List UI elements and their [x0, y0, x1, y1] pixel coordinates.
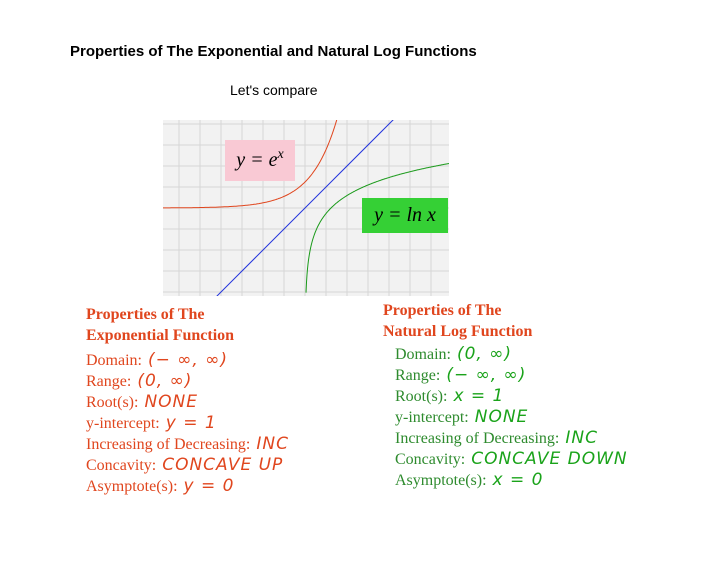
handwritten-answer: INC	[565, 428, 598, 448]
property-label: y-intercept:	[395, 409, 469, 426]
title: Properties of The Exponential and Natura…	[70, 43, 477, 60]
property-label: Domain:	[86, 352, 142, 369]
subtitle: Let's compare	[230, 82, 318, 98]
handwritten-answer: NONE	[144, 392, 198, 412]
heading: Exponential Function	[86, 327, 235, 344]
property-label: Increasing of Decreasing:	[395, 430, 560, 447]
handwritten-answer: (− ∞, ∞)	[446, 365, 527, 385]
handwritten-answer: x = 1	[453, 386, 505, 406]
handwritten-answer: (0, ∞)	[137, 371, 193, 391]
heading: Properties of The	[383, 302, 502, 319]
property-label: Increasing of Decreasing:	[86, 436, 251, 453]
property-label: Range:	[395, 367, 441, 384]
exp-exponent: x	[277, 146, 284, 162]
identity-line	[216, 120, 394, 296]
property-label: y-intercept:	[86, 415, 160, 432]
heading: Properties of The	[86, 306, 205, 323]
property-label: Root(s):	[395, 388, 448, 405]
handwritten-answer: (0, ∞)	[456, 344, 513, 364]
handwritten-answer: CONCAVE DOWN	[471, 449, 628, 469]
ln-label: y = ln x	[362, 198, 448, 233]
handwritten-answer: (− ∞, ∞)	[147, 350, 229, 370]
handwritten-answer: INC	[256, 434, 289, 454]
property-label: Concavity:	[395, 451, 466, 468]
handwritten-answer: x = 0	[492, 470, 544, 490]
exp-curve	[163, 120, 338, 209]
ln-curve	[305, 163, 449, 293]
handwritten-answer: NONE	[474, 407, 529, 427]
handwritten-answer: y = 0	[183, 476, 235, 496]
property-label: Asymptote(s):	[86, 478, 178, 495]
handwritten-answer: y = 1	[165, 413, 217, 433]
property-label: Asymptote(s):	[395, 472, 487, 489]
handwritten-answer: CONCAVE UP	[162, 455, 284, 475]
property-label: Root(s):	[86, 394, 139, 411]
property-label: Concavity:	[86, 457, 157, 474]
heading: Natural Log Function	[383, 323, 533, 340]
property-label: Domain:	[395, 346, 451, 363]
exp-base: y = e	[236, 149, 278, 171]
property-label: Range:	[86, 373, 132, 390]
